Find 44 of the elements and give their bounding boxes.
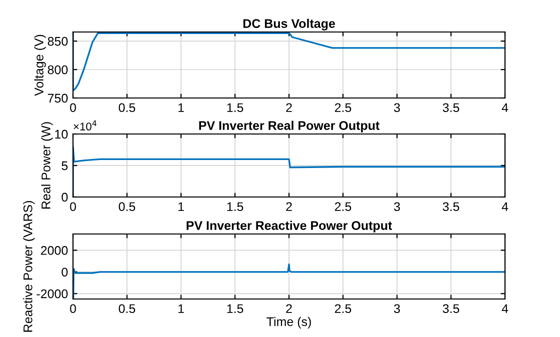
x-tick-label: 3 [394, 103, 400, 112]
y-tick-label: 5 [62, 161, 68, 170]
y-tick-label: -2000 [36, 289, 68, 298]
x-tick-label: 1.5 [227, 304, 244, 314]
y-axis-title: Voltage (V) [34, 34, 46, 96]
x-axis-title: Time (s) [266, 316, 311, 329]
x-tick-label: 1.5 [227, 103, 244, 112]
chart-title: PV Inverter Real Power Output [199, 120, 380, 132]
y-axis-title: Real Power (W) [41, 122, 53, 209]
y-axis-title: Reactive Power (VARS) [23, 201, 35, 332]
x-tick-label: 3 [394, 202, 400, 212]
x-tick-label: 1.5 [227, 202, 244, 212]
x-tick-label: 3.5 [442, 103, 460, 112]
y-tick-label: 10 [55, 130, 68, 139]
y-tick-label: 2000 [40, 246, 68, 255]
x-tick-label: 2 [286, 202, 292, 211]
x-tick-label: 4 [502, 304, 508, 313]
x-tick-label: 0 [70, 202, 76, 212]
y-tick-label: 800 [48, 65, 68, 74]
x-tick-label: 3.5 [442, 304, 460, 314]
x-tick-label: 2.5 [334, 103, 352, 112]
text: ×10$^{4}$ [74, 120, 96, 130]
y-tick-label: 750 [48, 94, 68, 103]
y-tick-label: 850 [48, 36, 68, 46]
x-tick-label: 0.5 [118, 103, 136, 112]
y-tick-label: 0 [62, 192, 68, 202]
x-tick-label: 2.5 [334, 304, 352, 314]
x-tick-label: 2.5 [334, 202, 352, 212]
x-tick-label: 0.5 [118, 304, 136, 314]
x-tick-label: 3.5 [442, 202, 460, 212]
x-tick-label: 0.5 [118, 202, 136, 212]
x-tick-label: 2 [286, 304, 292, 313]
x-tick-label: 4 [502, 202, 508, 211]
x-tick-label: 1 [178, 103, 184, 112]
chart-title: PV Inverter Reactive Power Output [186, 220, 392, 232]
x-tick-label: 4 [502, 103, 508, 112]
y-tick-label: 0 [62, 268, 68, 277]
x-tick-label: 1 [178, 304, 184, 313]
chart-title: DC Bus Voltage [243, 18, 335, 30]
x-tick-label: 0 [70, 103, 76, 112]
x-tick-label: 1 [178, 202, 184, 211]
x-tick-label: 0 [70, 304, 76, 314]
x-tick-label: 3 [394, 304, 400, 314]
x-tick-label: 2 [286, 103, 292, 112]
